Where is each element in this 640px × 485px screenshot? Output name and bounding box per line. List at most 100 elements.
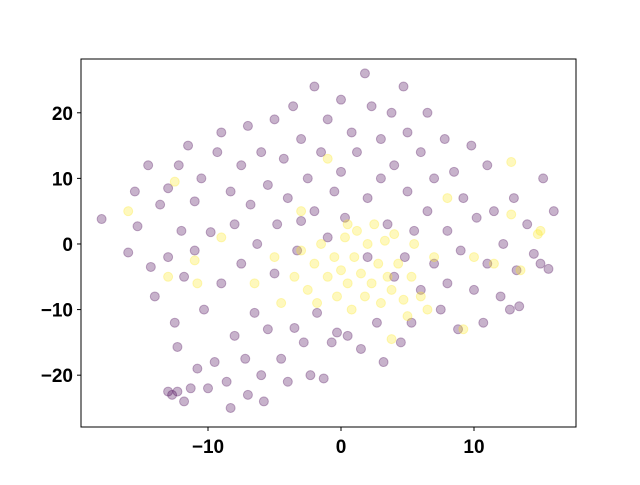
point [342, 219, 353, 230]
point [296, 134, 307, 145]
point [305, 370, 316, 381]
point [543, 263, 554, 274]
point [262, 179, 273, 190]
point [532, 229, 543, 240]
point [415, 147, 426, 158]
point [296, 245, 307, 256]
point [362, 193, 373, 204]
point [406, 317, 417, 328]
point [298, 337, 309, 348]
point [236, 258, 247, 269]
point [386, 107, 397, 118]
point [145, 261, 156, 272]
point [468, 284, 479, 295]
point [351, 225, 362, 236]
point [312, 307, 323, 318]
point [389, 271, 400, 282]
point [449, 166, 460, 177]
point [375, 298, 386, 309]
point [422, 107, 433, 118]
point [332, 327, 343, 338]
point [163, 386, 174, 397]
point [522, 219, 533, 230]
point [375, 173, 386, 184]
point [179, 396, 190, 407]
point [269, 114, 280, 125]
point [163, 183, 174, 194]
y-tick-label: 20 [52, 104, 73, 125]
point [249, 278, 260, 289]
y-tick-label: −10 [41, 301, 73, 322]
point [292, 245, 303, 256]
point [296, 206, 307, 217]
point [258, 396, 269, 407]
point [276, 298, 287, 309]
point [322, 271, 333, 282]
point [269, 268, 280, 279]
point [346, 304, 357, 315]
point [342, 330, 353, 341]
x-tick-label: 10 [463, 437, 484, 458]
point [402, 127, 413, 138]
point [216, 232, 227, 243]
point [163, 252, 174, 263]
point [429, 252, 440, 263]
y-tick-label: 0 [62, 235, 73, 256]
point [511, 265, 522, 276]
point [229, 330, 240, 341]
point [245, 199, 256, 210]
point [229, 219, 240, 230]
point [329, 252, 340, 263]
point [318, 373, 329, 384]
point [172, 341, 183, 352]
point [192, 363, 203, 374]
point [249, 307, 260, 318]
point [342, 278, 353, 289]
point [386, 334, 397, 345]
point [143, 160, 154, 171]
point [252, 238, 263, 249]
point [189, 196, 200, 207]
point [488, 258, 499, 269]
point [278, 153, 289, 164]
point [366, 101, 377, 112]
point [389, 160, 400, 171]
point [329, 186, 340, 197]
point [398, 81, 409, 92]
point [173, 160, 184, 171]
point [375, 134, 386, 145]
point [129, 186, 140, 197]
point [535, 258, 546, 269]
point [471, 212, 482, 223]
point [435, 304, 446, 315]
point [256, 147, 267, 158]
point [225, 402, 236, 413]
point [386, 284, 397, 295]
point [359, 291, 370, 302]
point [155, 199, 166, 210]
point [378, 357, 389, 368]
point [393, 258, 404, 269]
point [242, 389, 253, 400]
y-tick-label: 10 [52, 169, 73, 190]
point [495, 291, 506, 302]
point [336, 265, 347, 276]
point [415, 291, 426, 302]
point [398, 294, 409, 305]
point [442, 225, 453, 236]
point [346, 127, 357, 138]
point [409, 238, 420, 249]
point [362, 238, 373, 249]
point [209, 357, 220, 368]
point [296, 216, 307, 227]
point [506, 209, 517, 220]
point [395, 337, 406, 348]
point [389, 229, 400, 240]
point [453, 324, 464, 335]
point [349, 252, 360, 263]
point [482, 160, 493, 171]
point [176, 225, 187, 236]
point [422, 304, 433, 315]
